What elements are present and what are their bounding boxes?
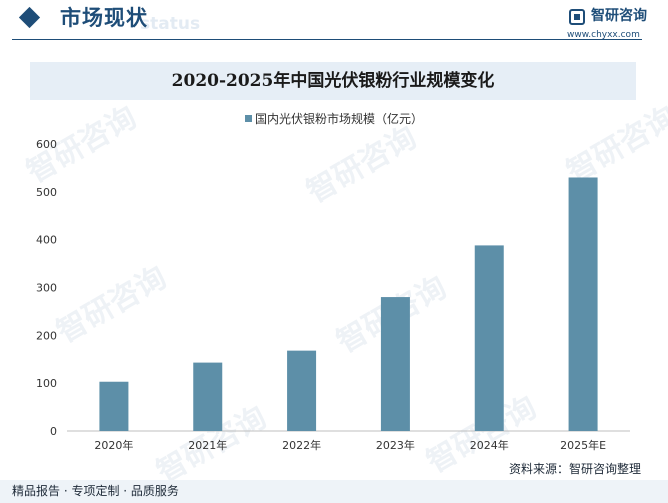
- bar: [193, 362, 223, 431]
- footer-strip: 精品报告 · 专项定制 · 品质服务: [0, 480, 668, 503]
- bar: [380, 297, 410, 431]
- bar: [568, 177, 598, 431]
- y-tick-label: 500: [36, 186, 57, 199]
- y-tick-label: 100: [36, 377, 57, 390]
- chart-title-band: 2020-2025年中国光伏银粉行业规模变化: [30, 62, 636, 100]
- x-tick-label: 2020年: [94, 438, 133, 452]
- brand-url: www.chyxx.com: [567, 30, 640, 40]
- x-tick-label: 2024年: [470, 438, 509, 452]
- brand-name: 智研咨询: [591, 8, 647, 24]
- section-title: 市场现状: [60, 6, 148, 30]
- x-tick-label: 2022年: [282, 438, 321, 452]
- footer-tagline: 精品报告 · 专项定制 · 品质服务: [12, 484, 179, 498]
- x-tick-label: 2025年E: [560, 438, 606, 452]
- x-tick-label: 2023年: [376, 438, 415, 452]
- brand-logo-icon: [569, 9, 585, 25]
- header-divider: [12, 39, 642, 40]
- legend-label: 国内光伏银粉市场规模（亿元）: [255, 112, 424, 126]
- y-tick-label: 200: [36, 329, 57, 342]
- x-tick-label: 2021年: [188, 438, 227, 452]
- source-note: 资料来源：智研咨询整理: [509, 462, 642, 476]
- y-tick-label: 400: [36, 234, 57, 247]
- y-tick-label: 0: [50, 425, 57, 438]
- y-tick-label: 300: [36, 282, 57, 295]
- legend-swatch: [245, 115, 252, 122]
- y-tick-label: 600: [36, 138, 57, 151]
- bar: [287, 350, 317, 431]
- page-header: status 市场现状 智研咨询 www.chyxx.com: [0, 0, 668, 44]
- bar: [99, 381, 129, 431]
- header-ghost-text: status: [140, 14, 201, 34]
- bar: [474, 245, 504, 431]
- chart-title: 2020-2025年中国光伏银粉行业规模变化: [171, 71, 495, 91]
